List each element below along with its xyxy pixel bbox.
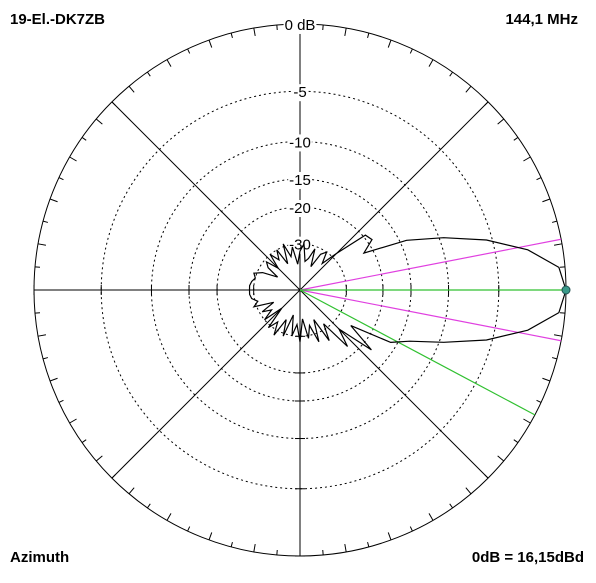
r-tick-label: -10 <box>289 134 311 151</box>
plane-label: Azimuth <box>10 549 69 566</box>
r-tick-label: -5 <box>293 84 306 101</box>
r-tick-label: -15 <box>289 172 311 189</box>
chart-title: 19-El.-DK7ZB <box>10 11 105 28</box>
max-point <box>562 286 570 294</box>
r-tick-label: 0 dB <box>285 17 316 34</box>
r-tick-label: -20 <box>289 200 311 217</box>
chart-subtitle: 144,1 MHz <box>505 11 578 28</box>
reference-label: 0dB = 16,15dBd <box>472 549 584 566</box>
